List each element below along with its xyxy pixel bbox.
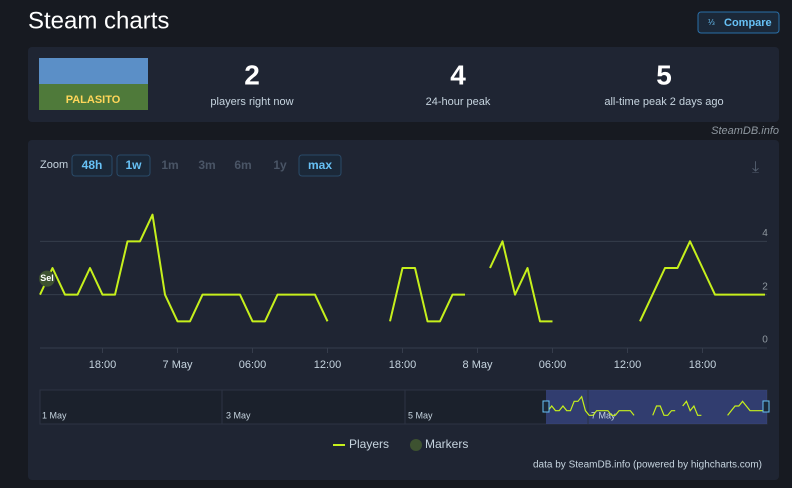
zoom-button-label[interactable]: max <box>308 158 332 172</box>
game-image-text: PALASITO <box>66 94 121 106</box>
stat-label: all-time peak 2 days ago <box>604 96 723 108</box>
navigator-handle[interactable] <box>542 400 550 413</box>
zoom-button[interactable] <box>71 154 113 177</box>
stat-value: 5 <box>656 59 672 90</box>
y-tick-label: 4 <box>762 228 768 239</box>
compare-label[interactable]: Compare <box>724 17 772 29</box>
stat-value: 4 <box>450 59 466 90</box>
marker <box>39 270 55 287</box>
legend-label[interactable]: Players <box>349 437 389 451</box>
x-tick-label: 18:00 <box>389 359 417 371</box>
navigator-label: 5 May <box>408 410 433 420</box>
zoom-button-label[interactable]: 1y <box>273 158 287 172</box>
source: SteamDB.info <box>711 125 779 137</box>
y-tick-label: 2 <box>762 281 768 292</box>
navigator-line <box>547 395 765 416</box>
navigator-handle[interactable] <box>762 400 770 413</box>
chart-panel <box>28 140 779 480</box>
zoom-button[interactable] <box>116 154 151 177</box>
x-tick-label: 18:00 <box>689 359 717 371</box>
zoom-button-label[interactable]: 1w <box>125 158 142 172</box>
compare-button[interactable] <box>697 11 780 34</box>
page-title: Steam charts <box>28 7 169 34</box>
zoom-button-label[interactable]: 1m <box>161 158 178 172</box>
navigator-label: 3 May <box>226 410 251 420</box>
x-tick-label: 12:00 <box>314 359 342 371</box>
zoom-label: Zoom <box>40 159 68 171</box>
compare-icon: ⅓ <box>708 18 715 27</box>
x-tick-label: 12:00 <box>614 359 642 371</box>
marker-label: Sel <box>40 273 54 283</box>
stat-label: 24-hour peak <box>426 96 491 108</box>
y-tick-label: 0 <box>762 335 768 346</box>
download-icon[interactable]: ⤓ <box>752 159 759 176</box>
stats-panel <box>28 47 779 122</box>
x-tick-label: 7 May <box>163 359 193 371</box>
legend-label[interactable]: Markers <box>425 437 468 451</box>
stat-value: 2 <box>244 59 260 90</box>
stat-label: players right now <box>210 96 293 108</box>
legend-swatch <box>410 439 422 451</box>
zoom-button-label[interactable]: 6m <box>234 158 251 172</box>
line <box>39 213 765 323</box>
x-tick-label: 06:00 <box>539 359 567 371</box>
x-tick-label: 18:00 <box>89 359 117 371</box>
zoom-button-label[interactable]: 48h <box>82 158 103 172</box>
zoom-button[interactable] <box>298 154 342 177</box>
x-tick-label: 06:00 <box>239 359 267 371</box>
x-tick-label: 8 May <box>463 359 493 371</box>
credit: data by SteamDB.info (powered by highcha… <box>533 460 762 471</box>
navigator-label: 7 May <box>591 410 616 420</box>
game-image-sky <box>39 58 148 84</box>
navigator-label: 1 May <box>42 410 67 420</box>
zoom-button-label[interactable]: 3m <box>198 158 215 172</box>
